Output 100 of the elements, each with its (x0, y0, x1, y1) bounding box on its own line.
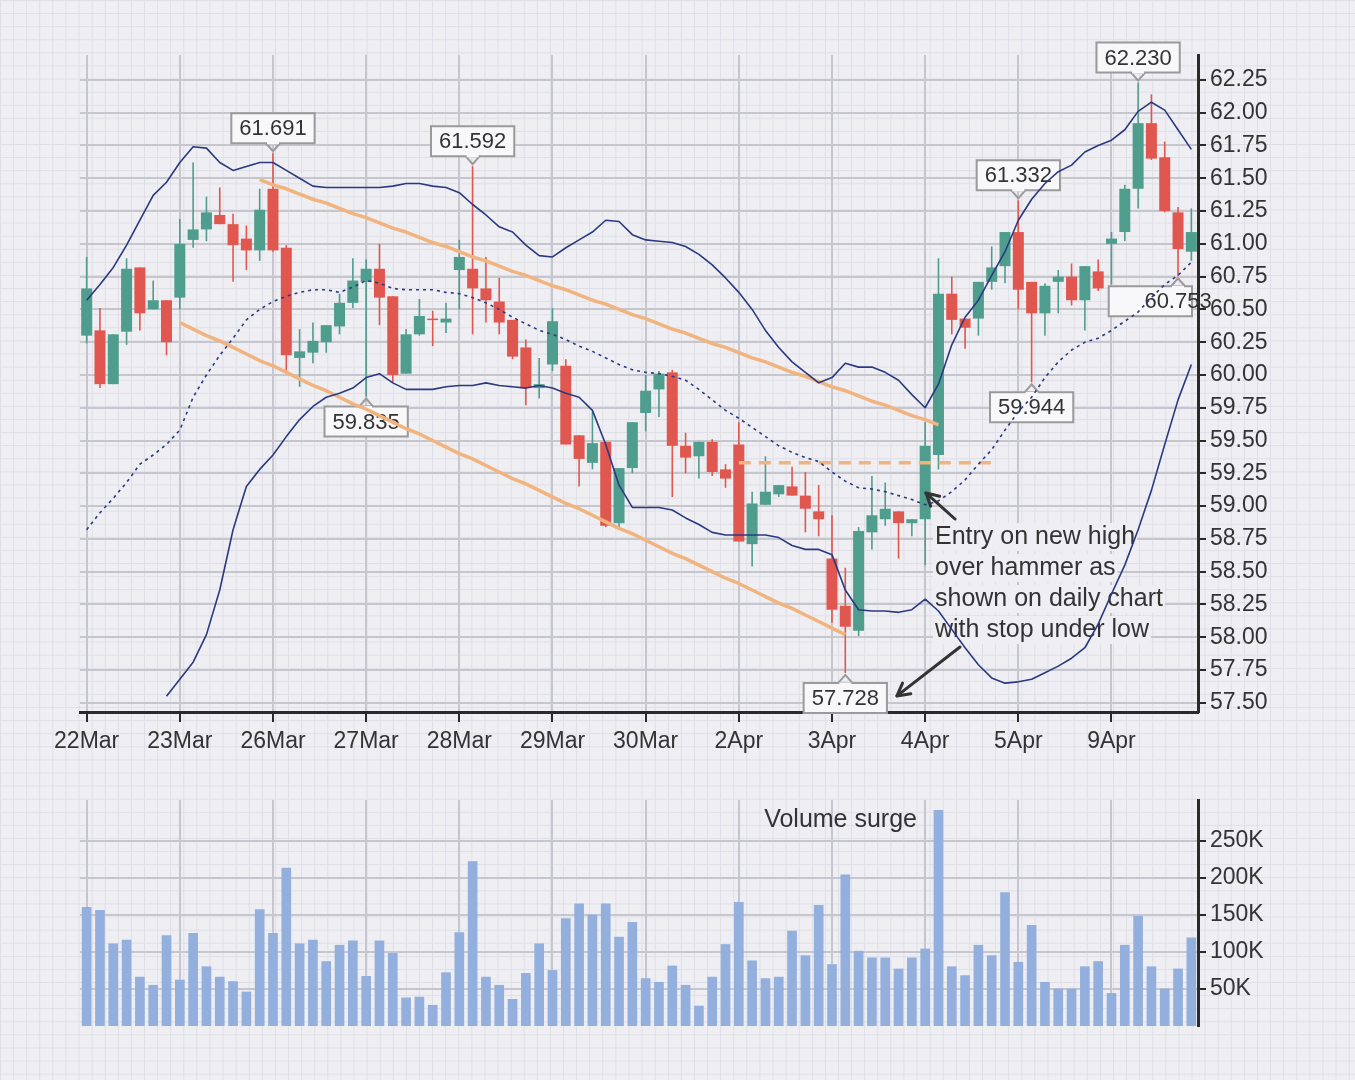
bar (933, 810, 944, 1026)
candlestick (147, 279, 159, 311)
y-tick-label: 60.75 (1210, 261, 1268, 288)
x-tick-label: 26Mar (240, 727, 306, 754)
x-tick-label: 28Mar (426, 727, 493, 754)
candlestick (799, 471, 811, 534)
bar (361, 976, 371, 1026)
candlestick (813, 484, 825, 538)
bar (95, 910, 105, 1026)
candlestick (334, 292, 346, 336)
candlestick (879, 481, 891, 527)
candlestick (893, 510, 905, 560)
candlestick (1066, 262, 1078, 307)
candlestick (294, 328, 306, 388)
x-tick-label: 27Mar (333, 727, 400, 754)
bar (201, 966, 212, 1026)
bar (334, 944, 345, 1026)
x-tick-label: 2Apr (714, 727, 764, 754)
candlestick (640, 374, 652, 433)
bar (1080, 966, 1090, 1026)
bar (733, 901, 744, 1026)
bar (481, 976, 491, 1026)
bar (1093, 961, 1104, 1026)
y-tick-label: 60.00 (1210, 360, 1268, 387)
bar (1186, 937, 1197, 1026)
bar (614, 936, 624, 1026)
bar (387, 953, 398, 1026)
bar (853, 950, 864, 1026)
bar (1106, 993, 1117, 1026)
annotation: 61.592 (438, 128, 507, 154)
bar (427, 1004, 438, 1026)
bar (467, 861, 478, 1026)
bar (707, 976, 718, 1026)
candlestick (866, 475, 878, 551)
bar (1000, 892, 1010, 1026)
candlestick (440, 302, 452, 334)
bar (228, 981, 238, 1026)
x-tick-label: 30Mar (613, 727, 679, 754)
y-tick-label: 59.75 (1210, 393, 1268, 420)
candlestick (347, 257, 359, 309)
candlestick (693, 441, 705, 480)
bar (521, 973, 531, 1026)
x-tick-label: 3Apr (807, 727, 857, 754)
y-tick-label: 57.75 (1210, 655, 1268, 682)
bar (640, 978, 651, 1026)
bar (867, 957, 877, 1026)
bar (907, 957, 917, 1026)
bar (654, 981, 664, 1026)
bar (268, 933, 278, 1026)
bar (667, 965, 678, 1026)
bar (773, 976, 784, 1026)
y-tick-label: 250K (1210, 826, 1265, 853)
bar (454, 932, 465, 1026)
bar (800, 955, 811, 1026)
candlestick (467, 165, 479, 336)
y-tick-label: 61.50 (1210, 163, 1268, 190)
y-tick-label: 60.25 (1210, 327, 1268, 354)
y-tick-label: 62.25 (1210, 65, 1268, 92)
bar (960, 975, 970, 1026)
x-tick-label: 5Apr (994, 727, 1043, 754)
candlestick (307, 321, 319, 364)
bar (747, 960, 757, 1026)
bar (1053, 988, 1064, 1026)
candlestick (240, 224, 252, 271)
bar (214, 976, 225, 1026)
bar (161, 935, 172, 1026)
annotation: 59.944 (997, 394, 1066, 420)
y-tick-label: 50K (1210, 974, 1252, 1001)
bar (254, 909, 265, 1026)
annotation: 62.230 (1104, 44, 1172, 70)
bar (893, 968, 904, 1026)
candlestick (720, 463, 732, 489)
bar (574, 903, 584, 1026)
y-tick-label: 61.00 (1210, 229, 1268, 256)
annotation: Volume surge (764, 803, 917, 832)
candlestick (413, 298, 425, 337)
bar (135, 976, 145, 1026)
x-tick-label: 23Mar (147, 727, 213, 754)
annotation: 57.728 (811, 684, 879, 710)
x-tick-label: 9Apr (1087, 727, 1137, 754)
bar (827, 964, 837, 1026)
bar (840, 874, 851, 1026)
candlestick (320, 324, 332, 354)
candlestick (786, 465, 798, 497)
bar (680, 984, 691, 1026)
candlestick (759, 455, 771, 506)
y-tick-label: 150K (1210, 900, 1265, 927)
bar (441, 972, 451, 1026)
bar (1026, 924, 1037, 1026)
bar (986, 955, 997, 1026)
y-tick-label: 61.75 (1210, 130, 1268, 157)
y-tick-label: 58.50 (1210, 557, 1268, 584)
candlestick (839, 566, 851, 674)
bar (1013, 961, 1024, 1026)
bar (920, 948, 930, 1026)
y-tick-label: 58.00 (1210, 622, 1268, 649)
bar (414, 996, 425, 1026)
bar (294, 943, 305, 1026)
bar (108, 943, 119, 1026)
bar (281, 867, 292, 1026)
